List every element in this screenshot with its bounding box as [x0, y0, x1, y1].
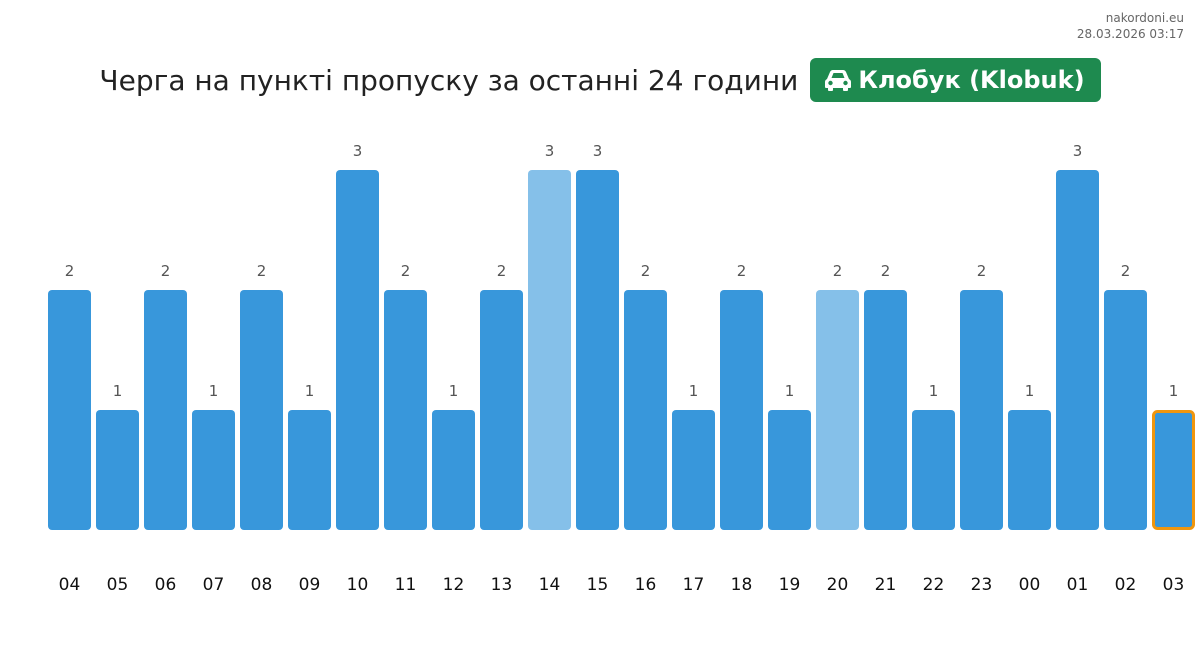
bar-00: [1008, 410, 1051, 530]
value-label-18: 2: [737, 262, 747, 280]
value-label-02: 2: [1121, 262, 1131, 280]
value-label-23: 2: [977, 262, 987, 280]
bar-17: [672, 410, 715, 530]
value-label-14: 3: [545, 142, 555, 160]
value-label-06: 2: [161, 262, 171, 280]
value-label-09: 1: [305, 382, 315, 400]
value-label-15: 3: [593, 142, 603, 160]
bar-18: [720, 290, 763, 530]
bar-16: [624, 290, 667, 530]
bar-13: [480, 290, 523, 530]
value-label-16: 2: [641, 262, 651, 280]
checkpoint-badge: Клобук (Klobuk): [810, 58, 1101, 102]
value-label-00: 1: [1025, 382, 1035, 400]
value-label-05: 1: [113, 382, 123, 400]
bar-07: [192, 410, 235, 530]
value-label-08: 2: [257, 262, 267, 280]
chart-title: Черга на пункті пропуску за останні 24 г…: [99, 63, 799, 97]
bar-08: [240, 290, 283, 530]
tick-label-01: 01: [1067, 575, 1089, 595]
tick-label-13: 13: [491, 575, 513, 595]
tick-label-15: 15: [587, 575, 609, 595]
value-label-17: 1: [689, 382, 699, 400]
value-label-03: 1: [1169, 382, 1179, 400]
value-label-01: 3: [1073, 142, 1083, 160]
bar-19: [768, 410, 811, 530]
tick-label-05: 05: [107, 575, 129, 595]
value-label-04: 2: [65, 262, 75, 280]
site-domain: nakordoni.eu: [1105, 11, 1184, 25]
tick-label-06: 06: [155, 575, 177, 595]
bar-23: [960, 290, 1003, 530]
chart-header: Черга на пункті пропуску за останні 24 г…: [0, 58, 1200, 102]
value-label-22: 1: [929, 382, 939, 400]
bar-15: [576, 170, 619, 530]
value-label-19: 1: [785, 382, 795, 400]
bar-11: [384, 290, 427, 530]
tick-label-09: 09: [299, 575, 321, 595]
tick-label-21: 21: [875, 575, 897, 595]
bar-12: [432, 410, 475, 530]
bar-09: [288, 410, 331, 530]
tick-label-20: 20: [827, 575, 849, 595]
bar-01: [1056, 170, 1099, 530]
tick-label-18: 18: [731, 575, 753, 595]
bar-05: [96, 410, 139, 530]
bar-03: [1152, 410, 1195, 530]
tick-label-14: 14: [539, 575, 561, 595]
tick-label-11: 11: [395, 575, 417, 595]
tick-label-07: 07: [203, 575, 225, 595]
bar-06: [144, 290, 187, 530]
value-label-11: 2: [401, 262, 411, 280]
tick-label-10: 10: [347, 575, 369, 595]
bar-20: [816, 290, 859, 530]
tick-label-08: 08: [251, 575, 273, 595]
tick-label-19: 19: [779, 575, 801, 595]
value-label-13: 2: [497, 262, 507, 280]
checkpoint-name: Клобук (Klobuk): [858, 66, 1085, 94]
tick-label-03: 03: [1163, 575, 1185, 595]
bar-22: [912, 410, 955, 530]
tick-label-23: 23: [971, 575, 993, 595]
car-icon: [825, 70, 852, 91]
value-label-20: 2: [833, 262, 843, 280]
bar-21: [864, 290, 907, 530]
tick-label-12: 12: [443, 575, 465, 595]
value-label-12: 1: [449, 382, 459, 400]
tick-label-17: 17: [683, 575, 705, 595]
tick-label-04: 04: [59, 575, 81, 595]
value-label-07: 1: [209, 382, 219, 400]
value-label-21: 2: [881, 262, 891, 280]
tick-label-00: 00: [1019, 575, 1041, 595]
bar-02: [1104, 290, 1147, 530]
value-label-10: 3: [353, 142, 363, 160]
bar-10: [336, 170, 379, 530]
tick-label-02: 02: [1115, 575, 1137, 595]
bar-14: [528, 170, 571, 530]
bar-04: [48, 290, 91, 530]
tick-label-22: 22: [923, 575, 945, 595]
timestamp: 28.03.2026 03:17: [1076, 27, 1184, 41]
tick-label-16: 16: [635, 575, 657, 595]
site-info: nakordoni.eu 28.03.2026 03:17: [1077, 10, 1184, 42]
